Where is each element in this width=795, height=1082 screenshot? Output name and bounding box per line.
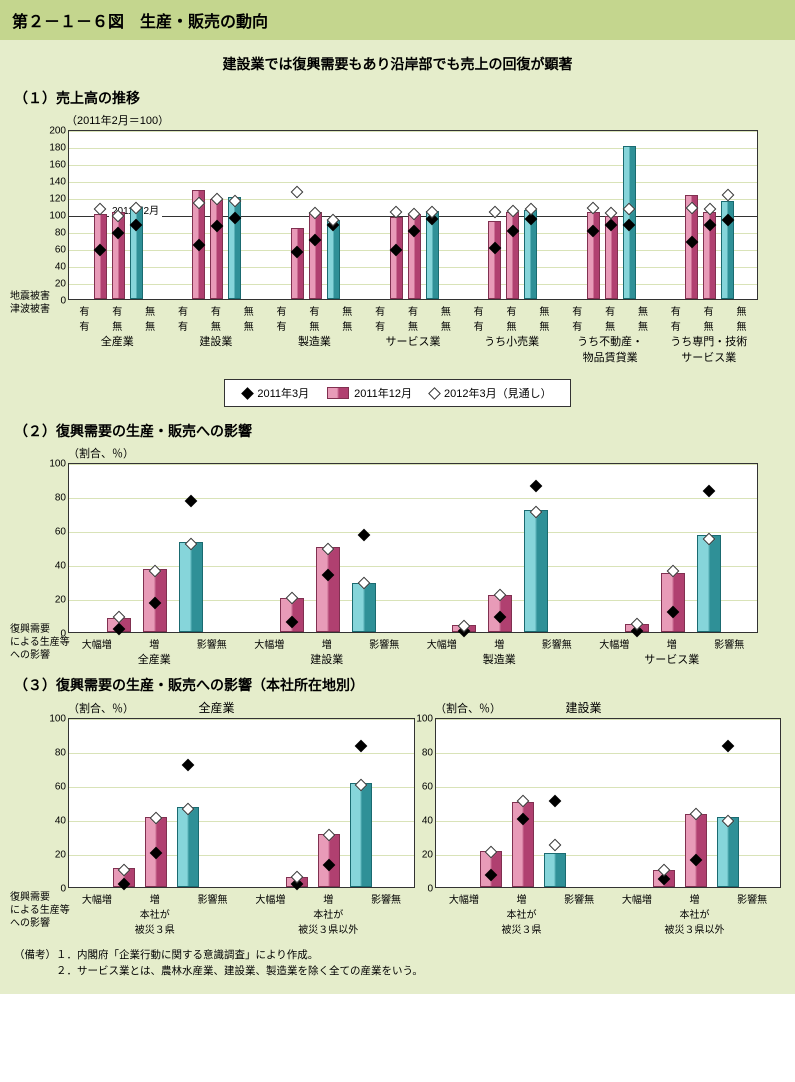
chart3-panel2-plot: 020406080100 bbox=[435, 718, 781, 888]
chart2-xlabels: 大幅増増影響無大幅増増影響無大幅増増影響無大幅増増影響無全産業建設業製造業サービ… bbox=[68, 636, 758, 667]
notes: （備考）１．内閣府「企業行動に関する意識調査」により作成。 ２．サービス業とは、… bbox=[0, 940, 795, 994]
chart2-ylabel: （割合、％） bbox=[68, 445, 781, 461]
chart1-plot: 0204060801001201401601802002011年2月 bbox=[68, 130, 758, 300]
chart3-panel1-xlabels: 大幅増増影響無大幅増増影響無本社が 被災３県本社が 被災３県以外 bbox=[68, 891, 415, 936]
chart3-panel-2: （割合、％） 建設業 020406080100 大幅増増影響無大幅増増影響無本社… bbox=[435, 699, 781, 936]
chart1-ylabel: （2011年2月＝100） bbox=[66, 112, 781, 128]
chart3-title: （３）復興需要の生産・販売への影響（本社所在地別） bbox=[14, 675, 781, 695]
note-2: ２．サービス業とは、農林水産業、建設業、製造業を除く全ての産業をいう。 bbox=[14, 964, 781, 980]
chart3-panel-1: （割合、％） 全産業 020406080100 大幅増増影響無大幅増増影響無本社… bbox=[68, 699, 415, 936]
legend-mar2012: 2012年3月（見通し） bbox=[430, 385, 552, 401]
legend-dec2011: 2011年12月 bbox=[327, 385, 412, 401]
legend: 2011年3月 2011年12月 2012年3月（見通し） bbox=[0, 379, 795, 407]
chart3-panel2-xlabels: 大幅増増影響無大幅増増影響無本社が 被災３県本社が 被災３県以外 bbox=[435, 891, 781, 936]
chart2-title: （２）復興需要の生産・販売への影響 bbox=[14, 421, 781, 441]
chart3-left-labels: 復興需要による生産等への影響 bbox=[10, 891, 70, 930]
chart2-section: （２）復興需要の生産・販売への影響 （割合、％） 020406080100 大幅… bbox=[0, 417, 795, 671]
chart3-panel1-title: 全産業 bbox=[198, 701, 234, 715]
figure-title: 第２－１－６図 生産・販売の動向 bbox=[0, 0, 795, 40]
chart3-panel2-title: 建設業 bbox=[565, 701, 601, 715]
chart1-xlabels: 有有無有有無有有無有有無有有無有有無有有無有無無有無無有無無有無無有無無有無無有… bbox=[68, 303, 758, 365]
chart1-section: （１）売上高の推移 （2011年2月＝100） 0204060801001201… bbox=[0, 84, 795, 369]
chart2-plot: 020406080100 bbox=[68, 463, 758, 633]
chart2-left-labels: 復興需要による生産等への影響 bbox=[10, 623, 70, 662]
chart3-panel1-plot: 020406080100 bbox=[68, 718, 415, 888]
figure-subtitle: 建設業では復興需要もあり沿岸部でも売上の回復が顕著 bbox=[0, 54, 795, 74]
legend-mar2011: 2011年3月 bbox=[243, 385, 309, 401]
page: 第２－１－６図 生産・販売の動向 建設業では復興需要もあり沿岸部でも売上の回復が… bbox=[0, 0, 795, 994]
chart3-section: （３）復興需要の生産・販売への影響（本社所在地別） 復興需要による生産等への影響… bbox=[0, 671, 795, 940]
chart1-left-labels: 地震被害津波被害 bbox=[10, 290, 50, 316]
note-1: （備考）１．内閣府「企業行動に関する意識調査」により作成。 bbox=[14, 948, 781, 964]
chart1-title: （１）売上高の推移 bbox=[14, 88, 781, 108]
